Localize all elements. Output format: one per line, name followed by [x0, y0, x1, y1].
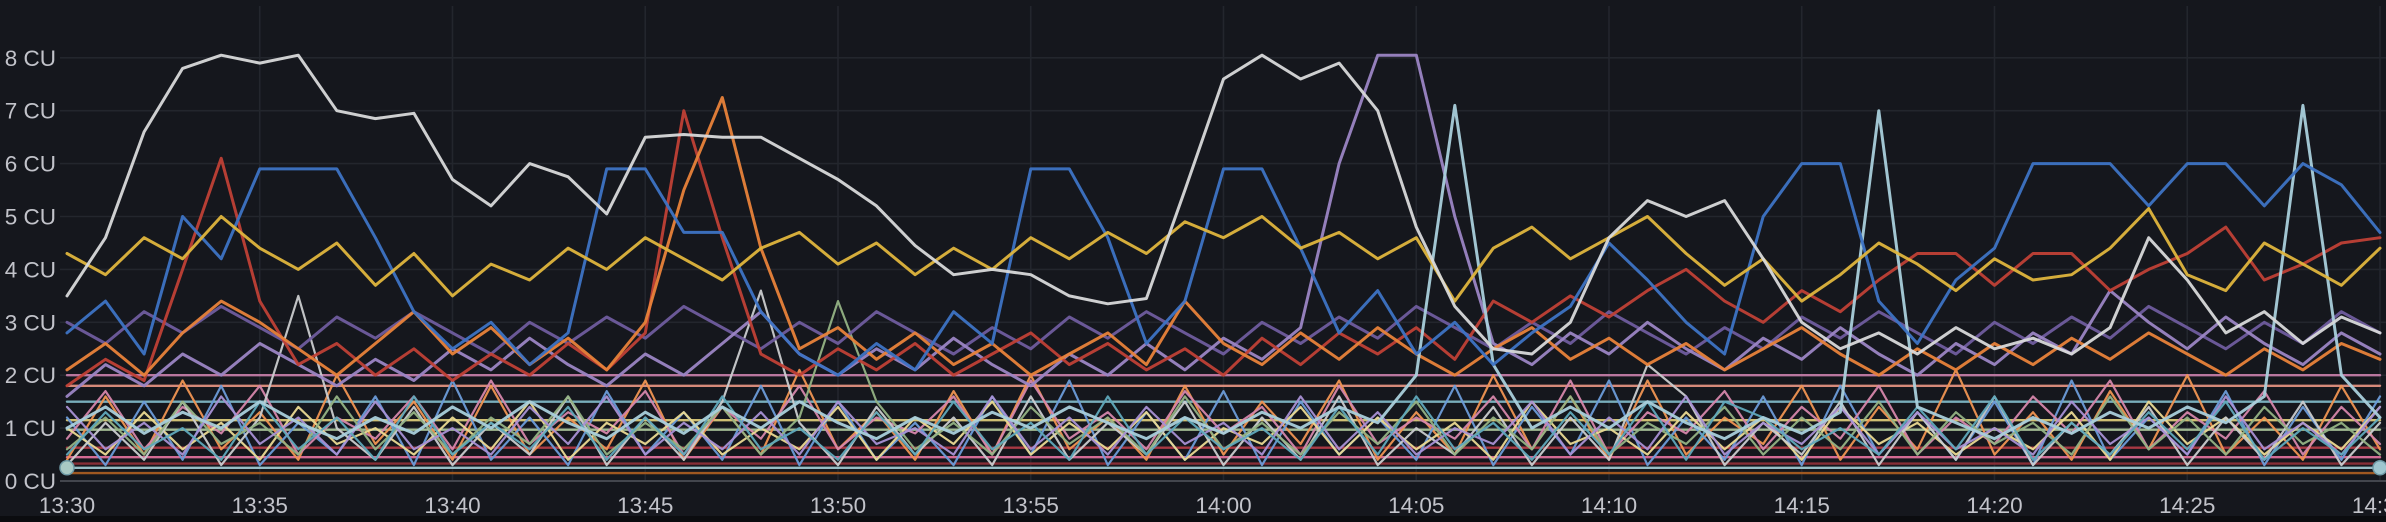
- x-tick-label: 14:20: [1966, 493, 2022, 518]
- series-line-series-yellow: [65, 207, 2382, 303]
- x-tick-label: 13:50: [810, 493, 866, 518]
- data-point-markers: [59, 460, 2386, 476]
- x-tick-label: 14:15: [1774, 493, 1830, 518]
- series-line-series-purple-dark: [65, 304, 2382, 356]
- grid-lines: [60, 6, 2386, 481]
- y-tick-label: 5 CU: [5, 205, 56, 230]
- x-tick-label: 14:25: [2159, 493, 2215, 518]
- y-tick-label: 6 CU: [5, 152, 56, 177]
- series-line-series-blue: [65, 162, 2382, 377]
- y-tick-label: 7 CU: [5, 99, 56, 124]
- series-line-zigzag-violet: [65, 395, 2382, 456]
- x-tick-label: 13:45: [617, 493, 673, 518]
- axis-labels: 8 CU7 CU6 CU5 CU4 CU3 CU2 CU1 CU0 CU13:3…: [5, 46, 2386, 518]
- panel-bottom-edge: [0, 516, 2386, 522]
- x-tick-label: 14:00: [1195, 493, 1251, 518]
- y-tick-label: 1 CU: [5, 416, 56, 441]
- series-lines: [65, 53, 2382, 475]
- x-tick-label: 13:30: [39, 493, 95, 518]
- x-tick-label: 14:05: [1388, 493, 1444, 518]
- x-tick-label: 13:55: [1003, 493, 1059, 518]
- series-line-zigzag-teal: [65, 395, 2382, 461]
- y-tick-label: 4 CU: [5, 257, 56, 282]
- x-tick-label: 14:30: [2352, 493, 2386, 518]
- series-line-series-white: [65, 53, 2382, 356]
- series-point-marker-end-point: [2372, 460, 2386, 476]
- y-tick-label: 0 CU: [5, 469, 56, 494]
- x-tick-label: 13:35: [232, 493, 288, 518]
- series-line-series-pale-cyan: [65, 103, 2382, 441]
- y-tick-label: 8 CU: [5, 46, 56, 71]
- x-tick-label: 13:40: [424, 493, 480, 518]
- series-line-zigzag-orange: [65, 368, 2382, 461]
- series-line-series-orange: [65, 96, 2382, 377]
- series-point-marker-start-point: [59, 460, 75, 476]
- y-tick-label: 3 CU: [5, 310, 56, 335]
- series-line-series-red: [65, 109, 2382, 388]
- x-tick-label: 14:10: [1581, 493, 1637, 518]
- y-tick-label: 2 CU: [5, 363, 56, 388]
